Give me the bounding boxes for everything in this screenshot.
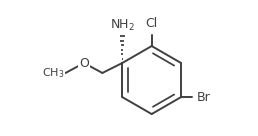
Text: O: O (79, 57, 89, 69)
Text: Cl: Cl (146, 17, 158, 30)
Text: NH$_2$: NH$_2$ (110, 18, 135, 33)
Text: CH$_3$: CH$_3$ (42, 66, 65, 80)
Text: Br: Br (197, 91, 211, 103)
